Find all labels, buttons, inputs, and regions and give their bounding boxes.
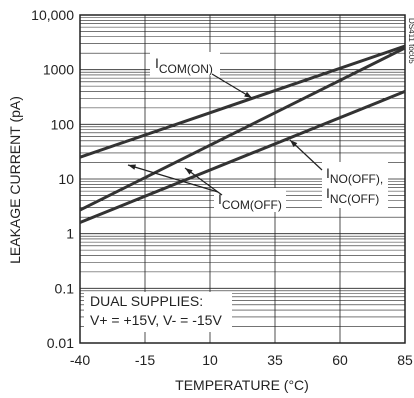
x-axis-label: TEMPERATURE (°C) <box>175 377 309 393</box>
series-group <box>80 44 405 224</box>
series-label: ICOM(ON) <box>155 55 213 76</box>
y-tick-label: 1000 <box>43 62 74 78</box>
series-line <box>80 44 405 159</box>
y-axis-label: LEAKAGE CURRENT (pA) <box>7 96 23 264</box>
y-tick-label: 0.1 <box>55 280 75 296</box>
annotation: DUAL SUPPLIES: <box>90 293 203 309</box>
y-tick-label: 0.01 <box>47 335 74 351</box>
series-label: INO(OFF), <box>326 165 383 186</box>
series-line <box>80 46 405 212</box>
label-background <box>214 188 286 212</box>
x-tick-label: 60 <box>332 352 348 368</box>
x-tick-label: 85 <box>397 352 413 368</box>
annotation: INC(OFF) <box>326 185 379 206</box>
label-background <box>322 162 388 208</box>
label-background <box>84 292 232 332</box>
x-tick-label: 10 <box>202 352 218 368</box>
arrow-line <box>211 73 253 99</box>
arrow-head <box>128 164 136 170</box>
label-background <box>150 52 220 76</box>
x-tick-label: -40 <box>70 352 90 368</box>
annotation: V+ = +15V, V- = -15V <box>90 312 222 328</box>
series-label: ICOM(OFF) <box>218 191 282 212</box>
y-tick-label: 1 <box>66 226 74 242</box>
plot-frame <box>79 14 406 344</box>
y-tick-label: 10,000 <box>31 7 74 23</box>
arrow-line <box>184 167 223 196</box>
series-line <box>80 90 405 224</box>
arrow-head <box>244 91 252 98</box>
arrow-head <box>290 140 298 148</box>
x-tick-label: 35 <box>267 352 283 368</box>
arrow-head <box>185 168 193 175</box>
y-tick-label: 100 <box>51 116 75 132</box>
arrow-line <box>127 164 219 193</box>
annotation: DS411 toc05 <box>407 18 414 64</box>
y-tick-label: 10 <box>58 171 74 187</box>
x-tick-label: -15 <box>135 352 155 368</box>
